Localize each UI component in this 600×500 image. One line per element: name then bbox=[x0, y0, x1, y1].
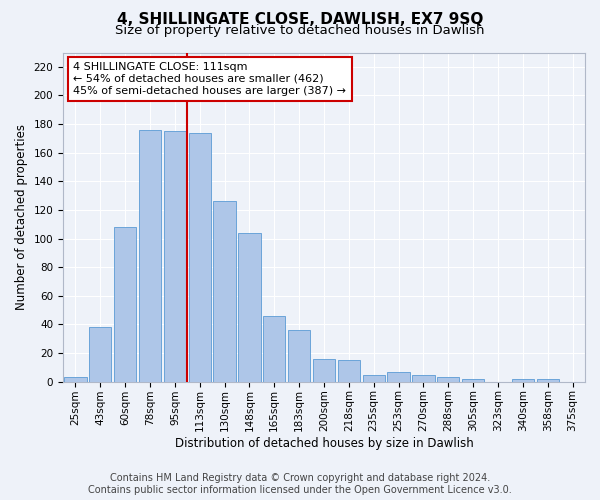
X-axis label: Distribution of detached houses by size in Dawlish: Distribution of detached houses by size … bbox=[175, 437, 473, 450]
Bar bbox=[388, 372, 410, 382]
Bar bbox=[139, 130, 161, 382]
Bar bbox=[164, 131, 186, 382]
Bar bbox=[263, 316, 286, 382]
Bar bbox=[536, 379, 559, 382]
Bar bbox=[214, 202, 236, 382]
Bar bbox=[288, 330, 310, 382]
Bar bbox=[412, 374, 434, 382]
Y-axis label: Number of detached properties: Number of detached properties bbox=[15, 124, 28, 310]
Bar bbox=[362, 374, 385, 382]
Bar bbox=[462, 379, 484, 382]
Text: 4 SHILLINGATE CLOSE: 111sqm
← 54% of detached houses are smaller (462)
45% of se: 4 SHILLINGATE CLOSE: 111sqm ← 54% of det… bbox=[73, 62, 346, 96]
Bar bbox=[238, 233, 260, 382]
Bar bbox=[512, 379, 534, 382]
Bar bbox=[338, 360, 360, 382]
Bar bbox=[188, 132, 211, 382]
Bar bbox=[64, 378, 86, 382]
Bar bbox=[437, 378, 460, 382]
Text: Size of property relative to detached houses in Dawlish: Size of property relative to detached ho… bbox=[115, 24, 485, 37]
Bar bbox=[114, 227, 136, 382]
Bar bbox=[313, 359, 335, 382]
Bar bbox=[89, 328, 112, 382]
Text: 4, SHILLINGATE CLOSE, DAWLISH, EX7 9SQ: 4, SHILLINGATE CLOSE, DAWLISH, EX7 9SQ bbox=[117, 12, 483, 28]
Text: Contains HM Land Registry data © Crown copyright and database right 2024.
Contai: Contains HM Land Registry data © Crown c… bbox=[88, 474, 512, 495]
